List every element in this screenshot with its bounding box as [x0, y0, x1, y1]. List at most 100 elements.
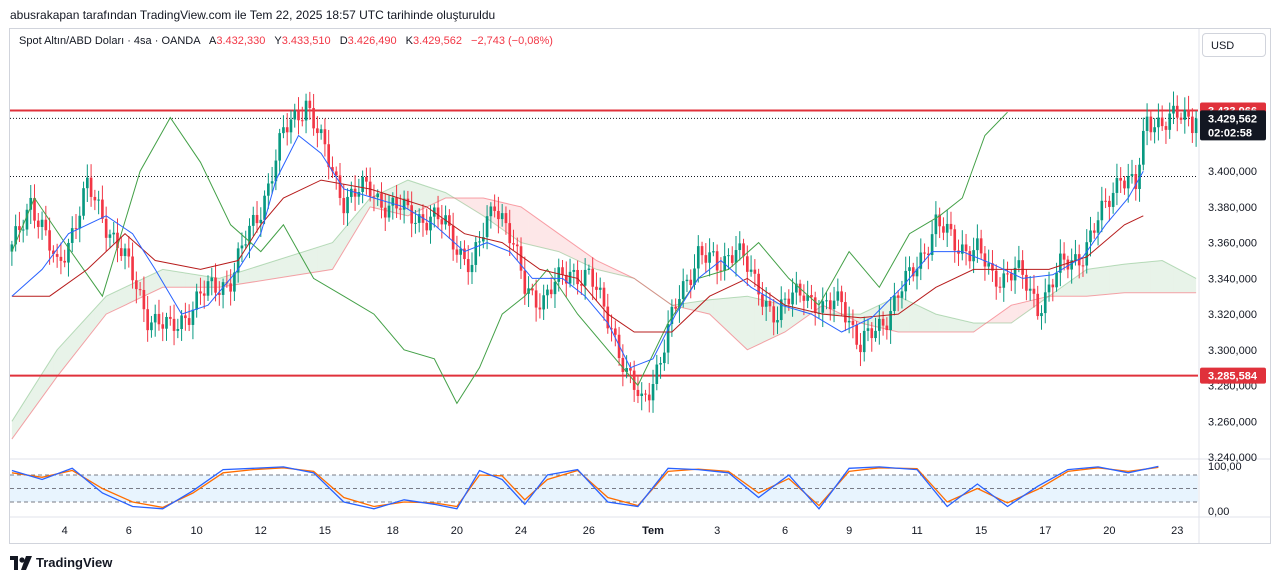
price-badge-text: 3.285,584	[1208, 371, 1258, 383]
candle-body	[97, 199, 100, 201]
candle-body	[282, 127, 285, 134]
candle-body	[840, 291, 843, 303]
open-value: 3.432,330	[216, 35, 266, 47]
candle	[1096, 211, 1100, 246]
candle	[979, 229, 983, 260]
candle	[229, 269, 232, 306]
cloud-segment	[747, 296, 752, 350]
cloud-segment	[837, 312, 842, 315]
candle	[964, 233, 968, 266]
cloud-segment	[1094, 267, 1099, 296]
cloud-segment	[83, 316, 88, 343]
cloud-segment	[1181, 270, 1185, 293]
candle-body	[289, 119, 293, 133]
candle-body	[504, 213, 508, 224]
candle	[240, 232, 244, 263]
candle-body	[346, 196, 349, 214]
cloud-segment	[498, 201, 503, 230]
cloud-segment	[592, 257, 597, 270]
candle-body	[391, 197, 395, 206]
cloud-segment	[456, 197, 461, 202]
candle-body	[791, 292, 794, 305]
candle-body	[168, 316, 172, 319]
cloud-segment	[713, 299, 718, 322]
candle-body	[1194, 118, 1198, 134]
candle	[813, 291, 817, 326]
candle	[896, 290, 900, 312]
candle-body	[870, 328, 874, 339]
cloud-segment	[366, 197, 371, 214]
candle-body	[938, 214, 941, 227]
candle-body	[202, 293, 206, 296]
cloud-segment	[562, 236, 567, 256]
candle-body	[889, 311, 892, 331]
candle-body	[187, 318, 191, 325]
cloud-segment	[996, 313, 1000, 324]
candle	[274, 149, 278, 191]
cloud-segment	[585, 252, 589, 266]
candle	[1194, 110, 1198, 147]
cloud-segment	[343, 224, 348, 251]
cloud-segment	[1067, 280, 1072, 297]
candle-body	[636, 389, 640, 396]
cloud-segment	[1109, 265, 1114, 295]
cloud-segment	[1113, 265, 1117, 294]
candle	[29, 185, 33, 225]
cloud-segment	[340, 229, 344, 257]
candle-body	[881, 318, 885, 326]
candle	[519, 237, 523, 279]
candle-body	[233, 272, 236, 292]
candle	[1149, 109, 1153, 141]
cloud-segment	[128, 283, 133, 304]
candle-body	[410, 205, 413, 224]
candle-body	[730, 255, 734, 263]
candle	[146, 295, 149, 342]
candle	[742, 238, 745, 266]
cloud-segment	[426, 186, 431, 207]
cloud-segment	[1124, 263, 1129, 293]
cloud-segment	[321, 245, 325, 272]
candle-body	[1191, 116, 1194, 134]
candle	[180, 310, 183, 341]
candle	[715, 244, 719, 285]
candle-body	[712, 251, 715, 253]
candle-body	[621, 358, 625, 373]
candle	[1028, 275, 1032, 301]
candle-body	[685, 279, 689, 282]
cloud-segment	[147, 274, 152, 295]
cloud-segment	[34, 379, 39, 408]
cloud-segment	[351, 215, 356, 239]
candle-body	[900, 291, 904, 298]
candle-body	[108, 234, 112, 238]
candle-body	[998, 286, 1002, 288]
candle	[478, 231, 481, 257]
cloud-segment	[1139, 262, 1144, 293]
candle	[753, 259, 757, 288]
cloud-segment	[536, 217, 540, 248]
candle	[1089, 216, 1092, 257]
candle-body	[123, 248, 127, 257]
candle-body	[89, 177, 93, 197]
candle	[523, 256, 527, 305]
candle	[387, 195, 391, 222]
candle	[689, 269, 693, 299]
cloud-segment	[490, 199, 495, 224]
candle	[553, 267, 557, 309]
candle	[1119, 167, 1123, 193]
cloud-segment	[192, 274, 197, 288]
candle-body	[474, 242, 478, 265]
candle-body	[78, 215, 82, 229]
candle-body	[221, 282, 225, 295]
time-tick-label: 11	[911, 525, 922, 537]
currency-button[interactable]: USD	[1202, 33, 1266, 57]
candle-body	[240, 245, 244, 249]
candle-body	[248, 225, 251, 245]
candle	[587, 264, 591, 275]
candle-body	[21, 229, 25, 231]
cloud-segment	[279, 258, 284, 278]
candle-body	[1059, 253, 1062, 273]
tradingview-logo[interactable]: TradingView	[10, 555, 112, 570]
cloud-segment	[981, 323, 985, 327]
candle	[1160, 105, 1164, 131]
